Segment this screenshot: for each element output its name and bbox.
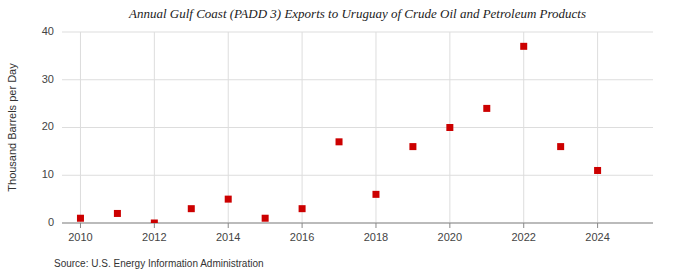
x-tick-label: 2014: [216, 231, 240, 243]
y-grid-line: [62, 175, 653, 176]
title: Annual Gulf Coast (PADD 3) Exports to Ur…: [128, 6, 586, 21]
point: [299, 205, 306, 212]
y-tick-label: 10: [42, 168, 54, 180]
y-tick-label: 40: [42, 25, 54, 37]
x-grid-line: [302, 32, 303, 223]
x-grid-line: [228, 32, 229, 223]
x-grid-line: [523, 32, 524, 223]
x-tick-label: 2016: [290, 231, 314, 243]
x-tick: [228, 223, 229, 228]
x-tick: [597, 223, 598, 228]
x-tick: [154, 223, 155, 228]
grid: [62, 32, 653, 223]
point: [520, 43, 527, 50]
x-tick: [375, 223, 376, 228]
x-tick-label: 2012: [142, 231, 166, 243]
point: [151, 220, 158, 224]
point: [225, 196, 232, 203]
x-tick: [523, 223, 524, 228]
x-axis-line: [62, 223, 653, 224]
y-grid-line: [62, 127, 653, 128]
x-tick: [302, 223, 303, 228]
point: [483, 105, 490, 112]
y-axis-label: Thousand Barrels per Day: [6, 63, 18, 192]
x-tick: [449, 223, 450, 228]
x-tick-label: 2010: [68, 231, 92, 243]
points: [77, 43, 601, 223]
source-note: Source: U.S. Energy Information Administ…: [54, 258, 264, 269]
y-grid-line: [62, 32, 653, 33]
x-grid-line: [597, 32, 598, 223]
point: [594, 167, 601, 174]
point: [188, 205, 195, 212]
x-grid-line: [154, 32, 155, 223]
y-grid-line: [62, 223, 653, 224]
chart-container: 0 10 20 30 40 2010 2012 2014 2016 2018 2020 2022 202…: [0, 0, 675, 275]
y-tick-label: 20: [42, 120, 54, 132]
x-tick-label: 2022: [511, 231, 535, 243]
point: [114, 210, 121, 217]
x-tick-label: 2024: [585, 231, 609, 243]
y-grid-line: [62, 79, 653, 80]
point: [409, 143, 416, 150]
point: [557, 143, 564, 150]
x-grid-line: [80, 32, 81, 223]
point: [446, 124, 453, 131]
point: [77, 215, 84, 222]
x-tick: [80, 223, 81, 228]
point: [336, 138, 343, 145]
chart-svg: 0 10 20 30 40 2010 2012 2014 2016 2018 2020 2022 202…: [0, 0, 675, 275]
point: [262, 215, 269, 222]
y-tick-label: 0: [48, 216, 54, 228]
x-tick-label: 2020: [438, 231, 462, 243]
x-tick-label: 2018: [364, 231, 388, 243]
point: [372, 191, 379, 198]
y-tick-label: 30: [42, 73, 54, 85]
